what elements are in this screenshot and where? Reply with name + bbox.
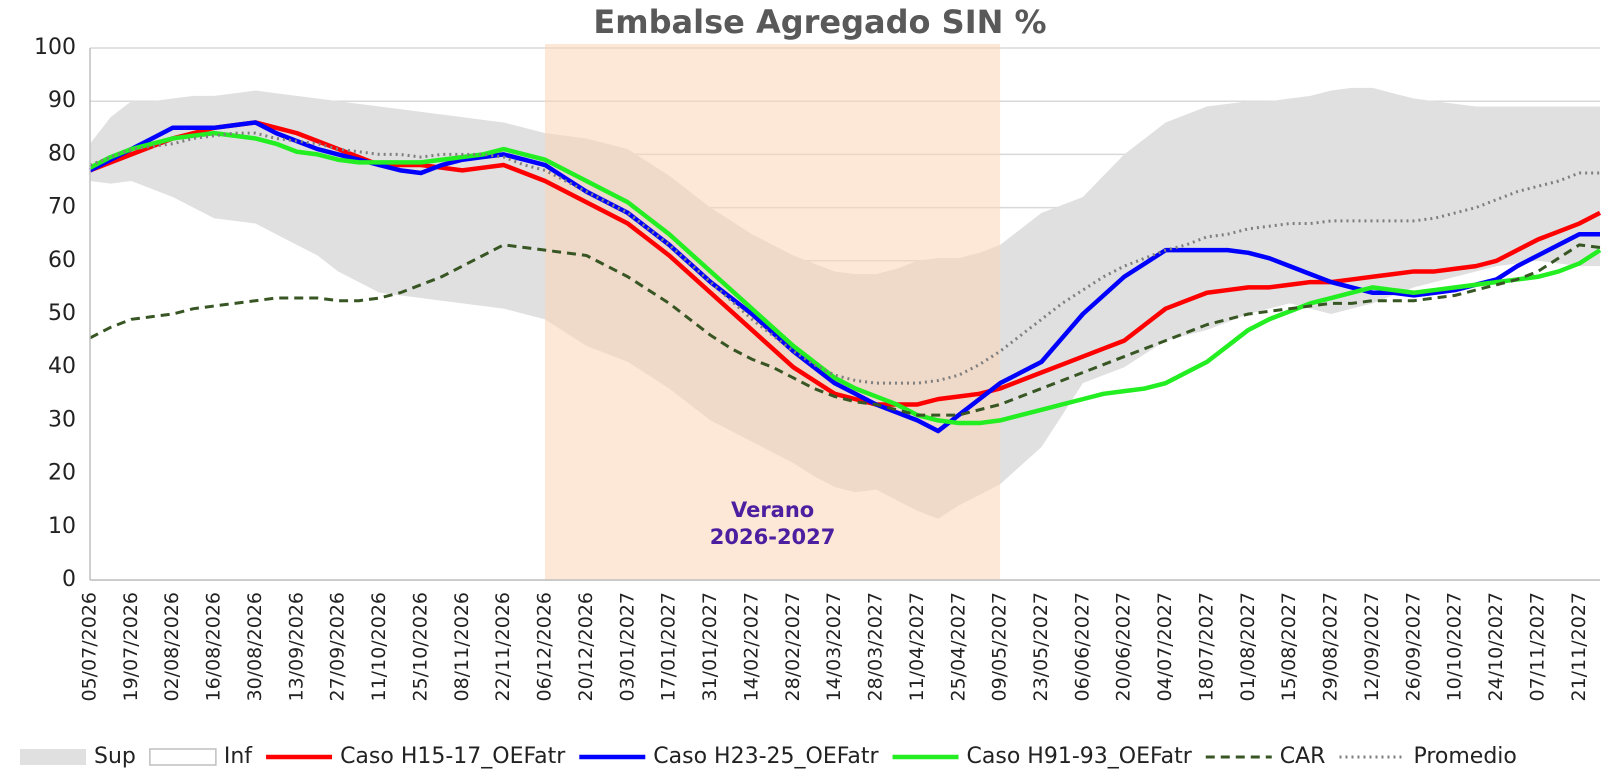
legend-swatch <box>149 748 217 766</box>
y-tick-label: 20 <box>48 461 76 486</box>
annotation: Verano <box>731 498 814 522</box>
legend-label: Inf <box>224 744 253 769</box>
x-tick-label: 13/09/2026 <box>285 592 307 702</box>
x-tick-label: 06/12/2026 <box>534 592 556 702</box>
x-tick-label: 15/08/2027 <box>1278 592 1300 702</box>
legend-label: Caso H23-25_OEFatr <box>653 744 879 769</box>
x-tick-label: 28/03/2027 <box>865 592 887 702</box>
y-tick-label: 70 <box>48 195 76 220</box>
x-tick-label: 22/11/2026 <box>492 592 514 702</box>
highlight-band <box>545 44 1001 580</box>
x-tick-label: 08/11/2026 <box>451 592 473 702</box>
x-tick-label: 05/07/2026 <box>79 592 101 702</box>
y-tick-label: 40 <box>48 354 76 379</box>
x-tick-label: 18/07/2027 <box>1195 592 1217 702</box>
y-tick-label: 60 <box>48 248 76 273</box>
x-tick-label: 24/10/2027 <box>1485 592 1507 702</box>
x-tick-label: 28/02/2027 <box>782 592 804 702</box>
x-tick-label: 25/10/2026 <box>409 592 431 702</box>
x-tick-label: 01/08/2027 <box>1237 592 1259 702</box>
x-tick-label: 19/07/2026 <box>120 592 142 702</box>
x-tick-label: 17/01/2027 <box>658 592 680 702</box>
y-tick-label: 50 <box>48 301 76 326</box>
x-tick-label: 11/10/2026 <box>368 592 390 702</box>
x-tick-label: 03/01/2027 <box>616 592 638 702</box>
x-tick-label: 06/06/2027 <box>1071 592 1093 702</box>
x-tick-label: 26/09/2027 <box>1402 592 1424 702</box>
x-tick-label: 14/03/2027 <box>823 592 845 702</box>
legend-label: Caso H15-17_OEFatr <box>340 744 566 769</box>
x-tick-label: 29/08/2027 <box>1320 592 1342 702</box>
legend: Sup Inf Caso H15-17_OEFatr Caso H23-25_OEFa… <box>20 744 1517 769</box>
x-tick-label: 25/04/2027 <box>947 592 969 702</box>
legend-label: Sup <box>94 744 136 769</box>
x-tick-label: 14/02/2027 <box>740 592 762 702</box>
legend-label: Promedio <box>1413 744 1516 769</box>
line <box>89 243 1601 417</box>
x-tick-label: 04/07/2027 <box>1154 592 1176 702</box>
legend-label: Caso H91-93_OEFatr <box>967 744 1193 769</box>
x-tick-label: 11/04/2027 <box>906 592 928 702</box>
chart-title: Embalse Agregado SIN % <box>593 3 1046 41</box>
x-tick-label: 27/09/2026 <box>327 592 349 702</box>
y-tick-label: 0 <box>62 567 76 592</box>
x-tick-label: 20/12/2026 <box>575 592 597 702</box>
x-tick-label: 07/11/2027 <box>1526 592 1548 702</box>
y-tick-label: 80 <box>48 141 76 166</box>
y-tick-label: 10 <box>48 514 76 539</box>
x-tick-label: 09/05/2027 <box>989 592 1011 702</box>
annotation: 2026-2027 <box>710 525 836 549</box>
x-tick-label: 31/01/2027 <box>699 592 721 702</box>
x-tick-label: 16/08/2026 <box>203 592 225 702</box>
x-tick-label: 02/08/2026 <box>161 592 183 702</box>
line <box>88 120 1600 434</box>
x-tick-label: 20/06/2027 <box>1113 592 1135 702</box>
y-tick-label: 100 <box>34 35 76 60</box>
line <box>89 131 1600 385</box>
x-tick-label: 30/08/2026 <box>244 592 266 702</box>
x-tick-label: 10/10/2027 <box>1444 592 1466 702</box>
area <box>90 181 1600 580</box>
y-tick-label: 30 <box>48 407 76 432</box>
legend-label: CAR <box>1280 744 1326 769</box>
x-tick-label: 21/11/2027 <box>1568 592 1590 702</box>
y-tick-label: 90 <box>48 88 76 113</box>
legend-swatch <box>20 749 86 765</box>
line <box>89 120 1602 407</box>
x-tick-label: 23/05/2027 <box>1030 592 1052 702</box>
line <box>88 130 1602 426</box>
x-tick-label: 12/09/2027 <box>1361 592 1383 702</box>
